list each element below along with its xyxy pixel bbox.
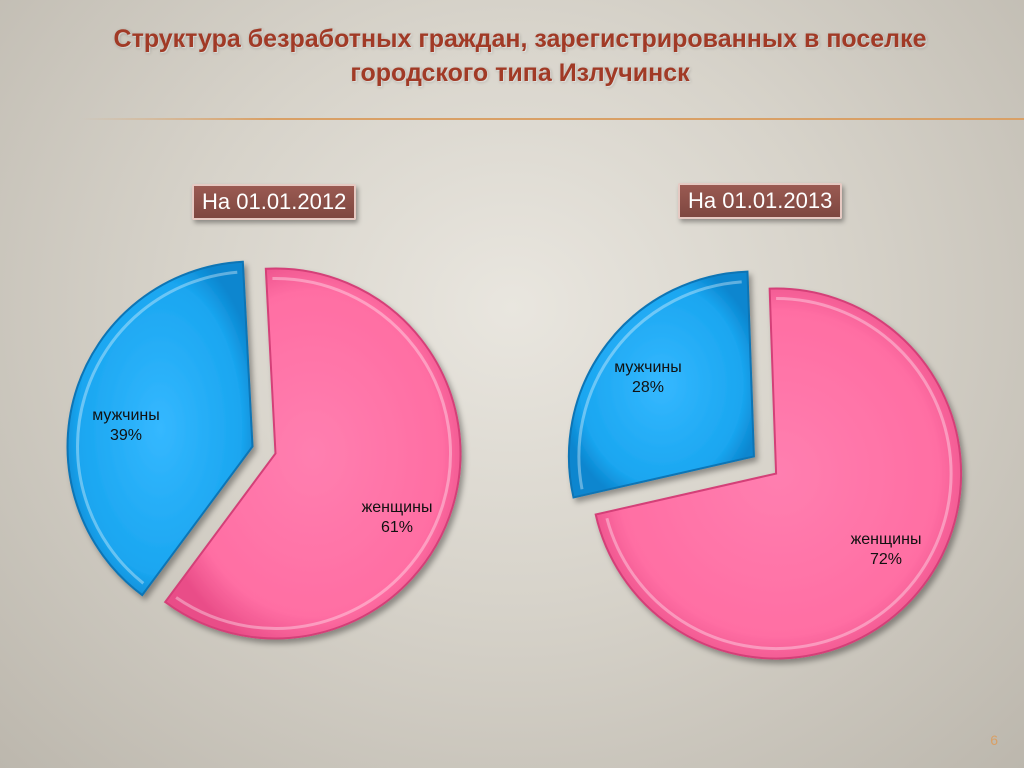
- pie-2013: [567, 270, 963, 660]
- pie-2012-women-name: женщины: [361, 499, 433, 516]
- pie-2012-men-name: мужчины: [92, 407, 160, 424]
- pie-2013-men-value: 28%: [631, 379, 665, 396]
- slide-title-line-1: Структура безработных граждан, зарегистр…: [113, 25, 927, 53]
- page-number: 6: [990, 732, 998, 748]
- pie-2013-women-value: 72%: [869, 551, 903, 568]
- pie-2013-women-label: женщины 72%: [836, 530, 936, 570]
- pie-2013-slice-men: [567, 270, 755, 499]
- pie-2013-women-name: женщины: [850, 531, 922, 548]
- pie-2013-men-name: мужчины: [614, 359, 682, 376]
- pie-2012-women-label: женщины 61%: [347, 498, 447, 538]
- slide-title: Структура безработных граждан, зарегистр…: [60, 22, 980, 90]
- title-divider: [80, 118, 1024, 120]
- pie-2012-men-label: мужчины 39%: [76, 406, 176, 446]
- slide-title-line-2: городского типа Излучинск: [350, 59, 690, 87]
- pie-2012-slice-men-bevel: [76, 270, 238, 585]
- pie-2012: [66, 260, 462, 640]
- pie-2012-date-label: На 01.01.2012: [192, 184, 357, 220]
- pie-2012-slice-men: [66, 260, 254, 597]
- pie-2012-men-value: 39%: [109, 427, 143, 444]
- pie-2012-slice-women-bevel: [175, 276, 452, 630]
- pie-2013-slice-men-bevel: [577, 280, 742, 490]
- pie-2012-women-value: 61%: [380, 519, 414, 536]
- pie-2013-date-label: На 01.01.2013: [678, 183, 843, 219]
- pie-2012-slice-women: [163, 267, 462, 640]
- pie-2013-men-label: мужчины 28%: [598, 358, 698, 398]
- pie-2013-slice-women-bevel: [605, 297, 953, 651]
- pie-2013-slice-women: [594, 287, 963, 660]
